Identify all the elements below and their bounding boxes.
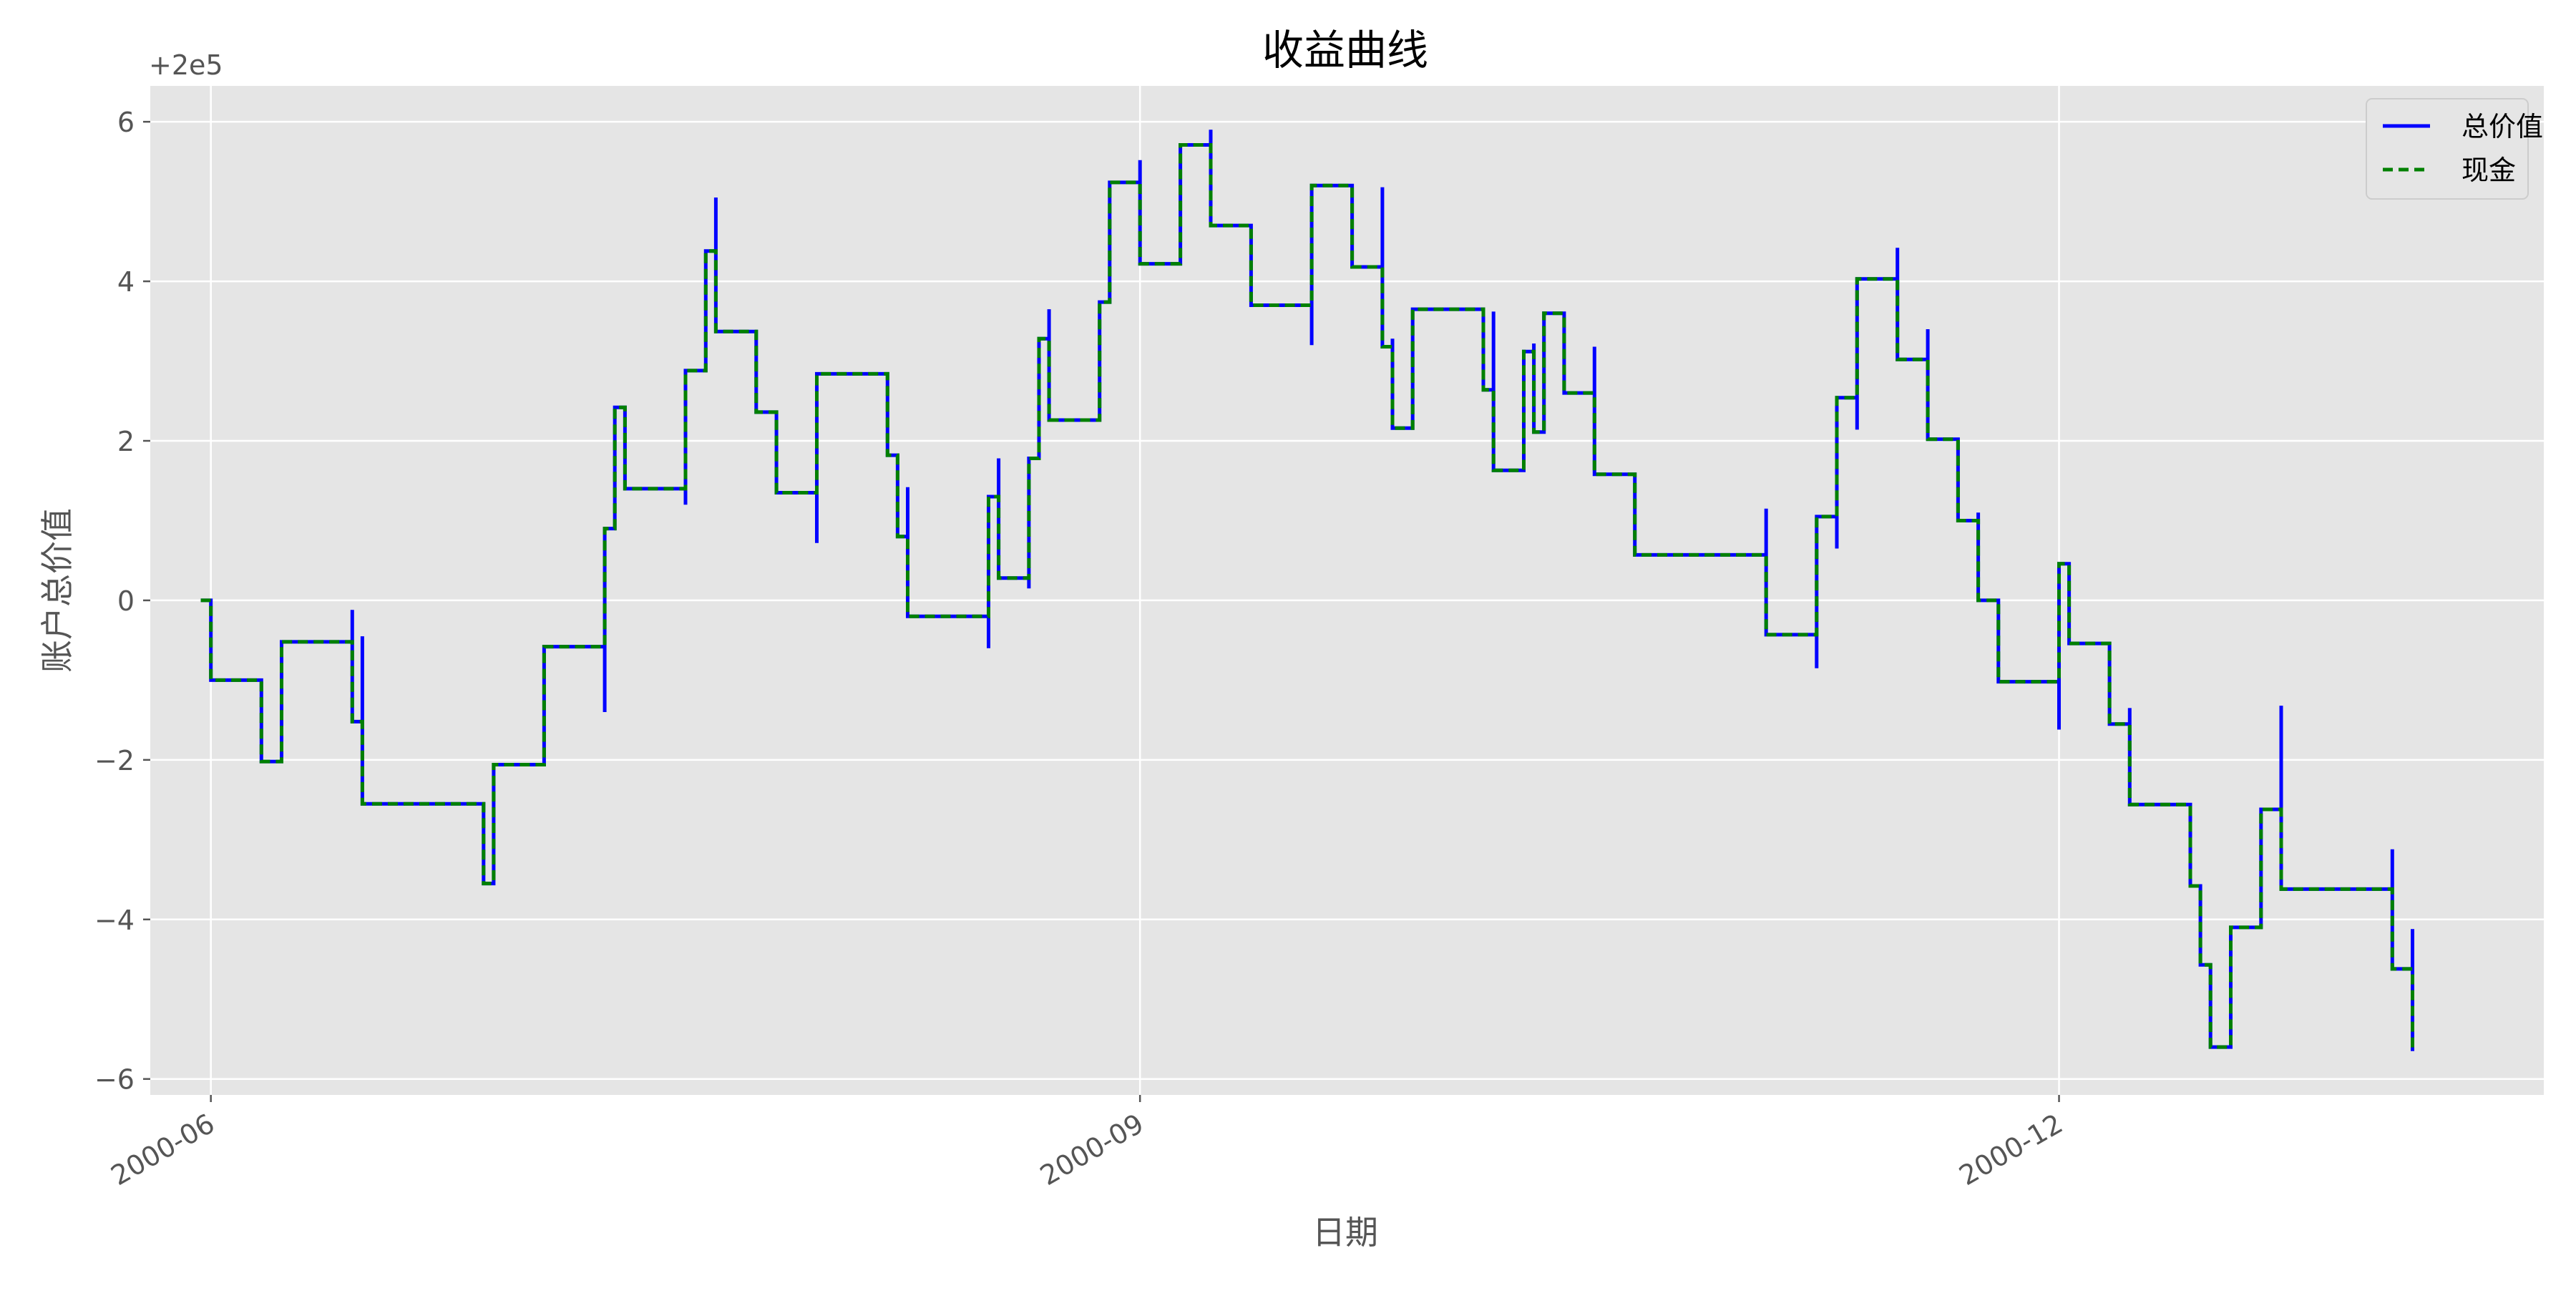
legend-box — [2366, 98, 2529, 200]
y-axis-label: 账户总价值 — [38, 508, 77, 673]
series-line-cash — [200, 143, 2414, 1051]
grid-lines — [150, 86, 2544, 1095]
y-tick-label: 2 — [117, 426, 135, 457]
legend: 总价值 现金 — [2366, 98, 2543, 200]
x-tick-label: 2000-06 — [106, 1108, 220, 1192]
legend-label-cash: 现金 — [2462, 155, 2516, 186]
chart-title: 收益曲线 — [1262, 26, 1428, 74]
y-tick-label: 4 — [117, 266, 135, 298]
y-tick-label: 0 — [117, 585, 135, 617]
plot-area-background — [150, 86, 2544, 1095]
x-tick-label: 2000-12 — [1954, 1108, 2069, 1192]
y-tick-label: −4 — [94, 905, 135, 936]
y-tick-label: 6 — [117, 107, 135, 138]
x-tick-label: 2000-09 — [1035, 1108, 1149, 1192]
legend-label-total: 总价值 — [2462, 111, 2543, 142]
y-offset-text: +2e5 — [149, 49, 223, 81]
y-tick-label: −6 — [94, 1064, 135, 1096]
series-layer — [200, 130, 2414, 1051]
x-axis-label: 日期 — [1312, 1213, 1378, 1252]
y-tick-label: −2 — [94, 745, 135, 776]
